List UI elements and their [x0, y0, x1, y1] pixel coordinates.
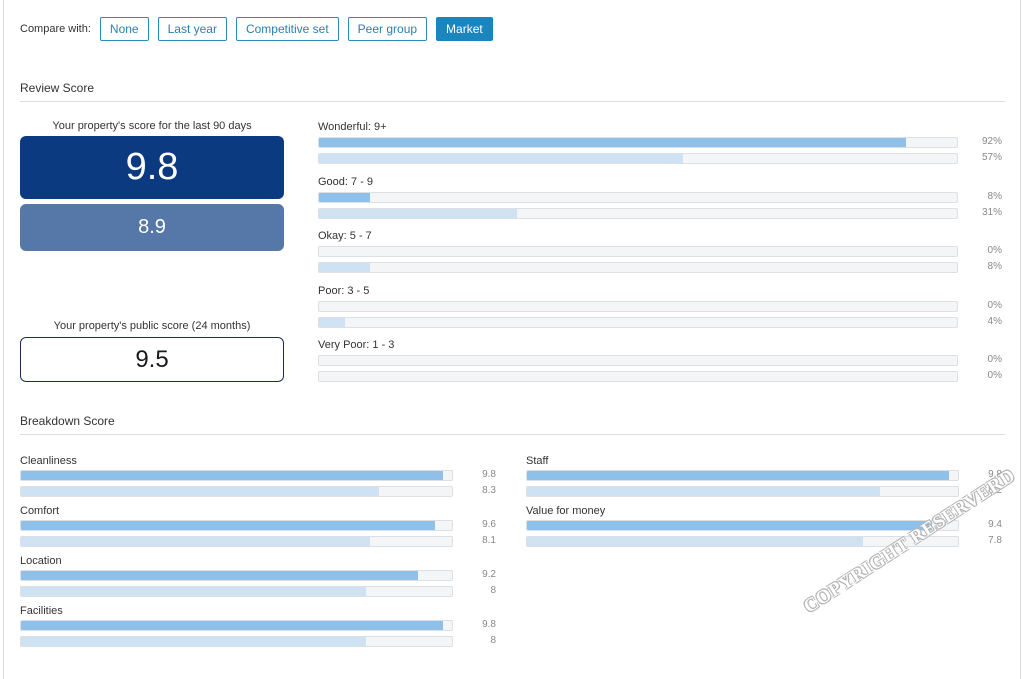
recent-score-caption: Your property's score for the last 90 da…	[52, 120, 252, 132]
breakdown-value-for-money-label: Value for money	[526, 505, 606, 517]
distribution-good-primary-fill	[319, 192, 371, 202]
distribution-good-label: Good: 7 - 9	[318, 175, 374, 188]
distribution-okay-secondary-fill	[319, 263, 371, 272]
breakdown-location-label: Location	[20, 555, 62, 567]
breakdown-cleanliness-label: Cleanliness	[20, 455, 77, 467]
breakdown-cleanliness-primary-fill	[21, 471, 444, 480]
compare-label: Compare with:	[20, 23, 91, 35]
distribution-wonderful-primary-bar	[318, 137, 958, 148]
distribution-wonderful-primary-fill	[319, 138, 906, 147]
breakdown-value-for-money-secondary-fill	[527, 537, 864, 546]
distribution-very-poor-primary-value: 0%	[987, 354, 1002, 365]
distribution-poor-secondary-fill	[319, 317, 345, 327]
distribution-wonderful-label: Wonderful: 9+	[318, 121, 387, 133]
breakdown-value-for-money-primary-value: 9.4	[988, 519, 1002, 530]
distribution-good-primary-value: 8%	[987, 190, 1002, 202]
public-score-box: 9.5	[20, 337, 284, 382]
breakdown-comfort-primary-bar	[20, 520, 453, 531]
distribution-poor-primary-bar	[318, 300, 958, 312]
distribution-poor-secondary-bar	[318, 316, 958, 328]
breakdown-cleanliness-secondary-bar	[20, 486, 453, 497]
public-score-caption: Your property's public score (24 months)	[53, 320, 251, 332]
breakdown-staff-label: Staff	[526, 455, 549, 467]
breakdown-location-primary-fill	[21, 571, 418, 580]
distribution-okay-secondary-bar	[318, 262, 958, 273]
breakdown-location-primary-value: 9.2	[482, 569, 496, 580]
breakdown-staff-secondary-bar	[526, 486, 959, 497]
breakdown-value-for-money-primary-bar	[526, 520, 959, 531]
distribution-okay-primary-bar	[318, 246, 958, 257]
breakdown-staff-primary-bar	[526, 470, 959, 481]
distribution-wonderful-secondary-fill	[319, 154, 683, 163]
breakdown-value-for-money-secondary-value: 7.8	[988, 535, 1002, 546]
breakdown-facilities-secondary-fill	[21, 637, 366, 646]
breakdown-location-secondary-bar	[20, 586, 453, 597]
breakdown-comfort-primary-fill	[21, 521, 435, 530]
breakdown-comfort-secondary-bar	[20, 536, 453, 547]
compare-peer-group-button[interactable]: Peer group	[347, 17, 428, 41]
compare-none-button[interactable]: None	[99, 17, 149, 41]
distribution-very-poor-secondary-value: 0%	[987, 370, 1002, 381]
breakdown-cleanliness-secondary-fill	[21, 487, 379, 496]
distribution-wonderful-secondary-bar	[318, 153, 958, 164]
breakdown-comfort-secondary-fill	[21, 537, 371, 546]
breakdown-facilities-primary-fill	[21, 621, 444, 630]
distribution-poor-label: Poor: 3 - 5	[318, 284, 370, 297]
distribution-very-poor-label: Very Poor: 1 - 3	[318, 339, 395, 351]
breakdown-staff-primary-fill	[527, 471, 950, 480]
compare-last-year-button[interactable]: Last year	[157, 17, 227, 41]
public-score-value: 9.5	[135, 345, 169, 373]
breakdown-staff-secondary-fill	[527, 487, 881, 496]
breakdown-staff-primary-value: 9.8	[988, 469, 1002, 480]
distribution-good-secondary-fill	[319, 208, 517, 218]
breakdown-facilities-secondary-value: 8	[490, 635, 496, 646]
page-frame	[3, 0, 1021, 679]
breakdown-value-for-money-secondary-bar	[526, 536, 959, 547]
distribution-okay-label: Okay: 5 - 7	[318, 230, 372, 242]
distribution-good-secondary-value: 31%	[981, 206, 1002, 218]
recent-score-box: 9.8	[20, 136, 284, 199]
breakdown-cleanliness-primary-bar	[20, 470, 453, 481]
breakdown-staff-secondary-value: 8.2	[988, 485, 1002, 496]
breakdown-value-for-money-primary-fill	[527, 521, 933, 530]
breakdown-facilities-secondary-bar	[20, 636, 453, 647]
breakdown-divider	[20, 434, 1005, 435]
breakdown-location-secondary-fill	[21, 587, 366, 596]
breakdown-score-title: Breakdown Score	[20, 414, 115, 428]
compare-market-button[interactable]: Market	[436, 17, 493, 41]
breakdown-comfort-secondary-value: 8.1	[482, 535, 496, 546]
distribution-wonderful-secondary-value: 57%	[981, 152, 1002, 163]
distribution-okay-secondary-value: 8%	[987, 261, 1002, 272]
distribution-very-poor-primary-bar	[318, 355, 958, 366]
distribution-okay-primary-value: 0%	[987, 245, 1002, 256]
breakdown-comfort-primary-value: 9.6	[482, 519, 496, 530]
distribution-poor-primary-value: 0%	[987, 299, 1002, 311]
distribution-good-secondary-bar	[318, 207, 958, 219]
breakdown-location-primary-bar	[20, 570, 453, 581]
recent-score-value: 9.8	[125, 146, 179, 188]
distribution-good-primary-bar	[318, 191, 958, 203]
comparison-score-box: 8.9	[20, 204, 284, 251]
review-score-title: Review Score	[20, 81, 95, 95]
review-divider	[20, 101, 1005, 102]
compare-competitive-set-button[interactable]: Competitive set	[235, 17, 339, 41]
breakdown-facilities-primary-bar	[20, 620, 453, 631]
compare-bar: Compare with: None Last year Competitive…	[20, 17, 502, 41]
breakdown-cleanliness-secondary-value: 8.3	[482, 485, 496, 496]
breakdown-facilities-primary-value: 9.8	[482, 619, 496, 630]
distribution-wonderful-primary-value: 92%	[981, 136, 1002, 147]
breakdown-facilities-label: Facilities	[20, 605, 63, 617]
comparison-score-value: 8.9	[138, 216, 166, 238]
breakdown-comfort-label: Comfort	[20, 505, 60, 517]
breakdown-location-secondary-value: 8	[490, 585, 496, 596]
distribution-very-poor-secondary-bar	[318, 371, 958, 382]
distribution-poor-secondary-value: 4%	[987, 315, 1002, 327]
breakdown-cleanliness-primary-value: 9.8	[482, 469, 496, 480]
